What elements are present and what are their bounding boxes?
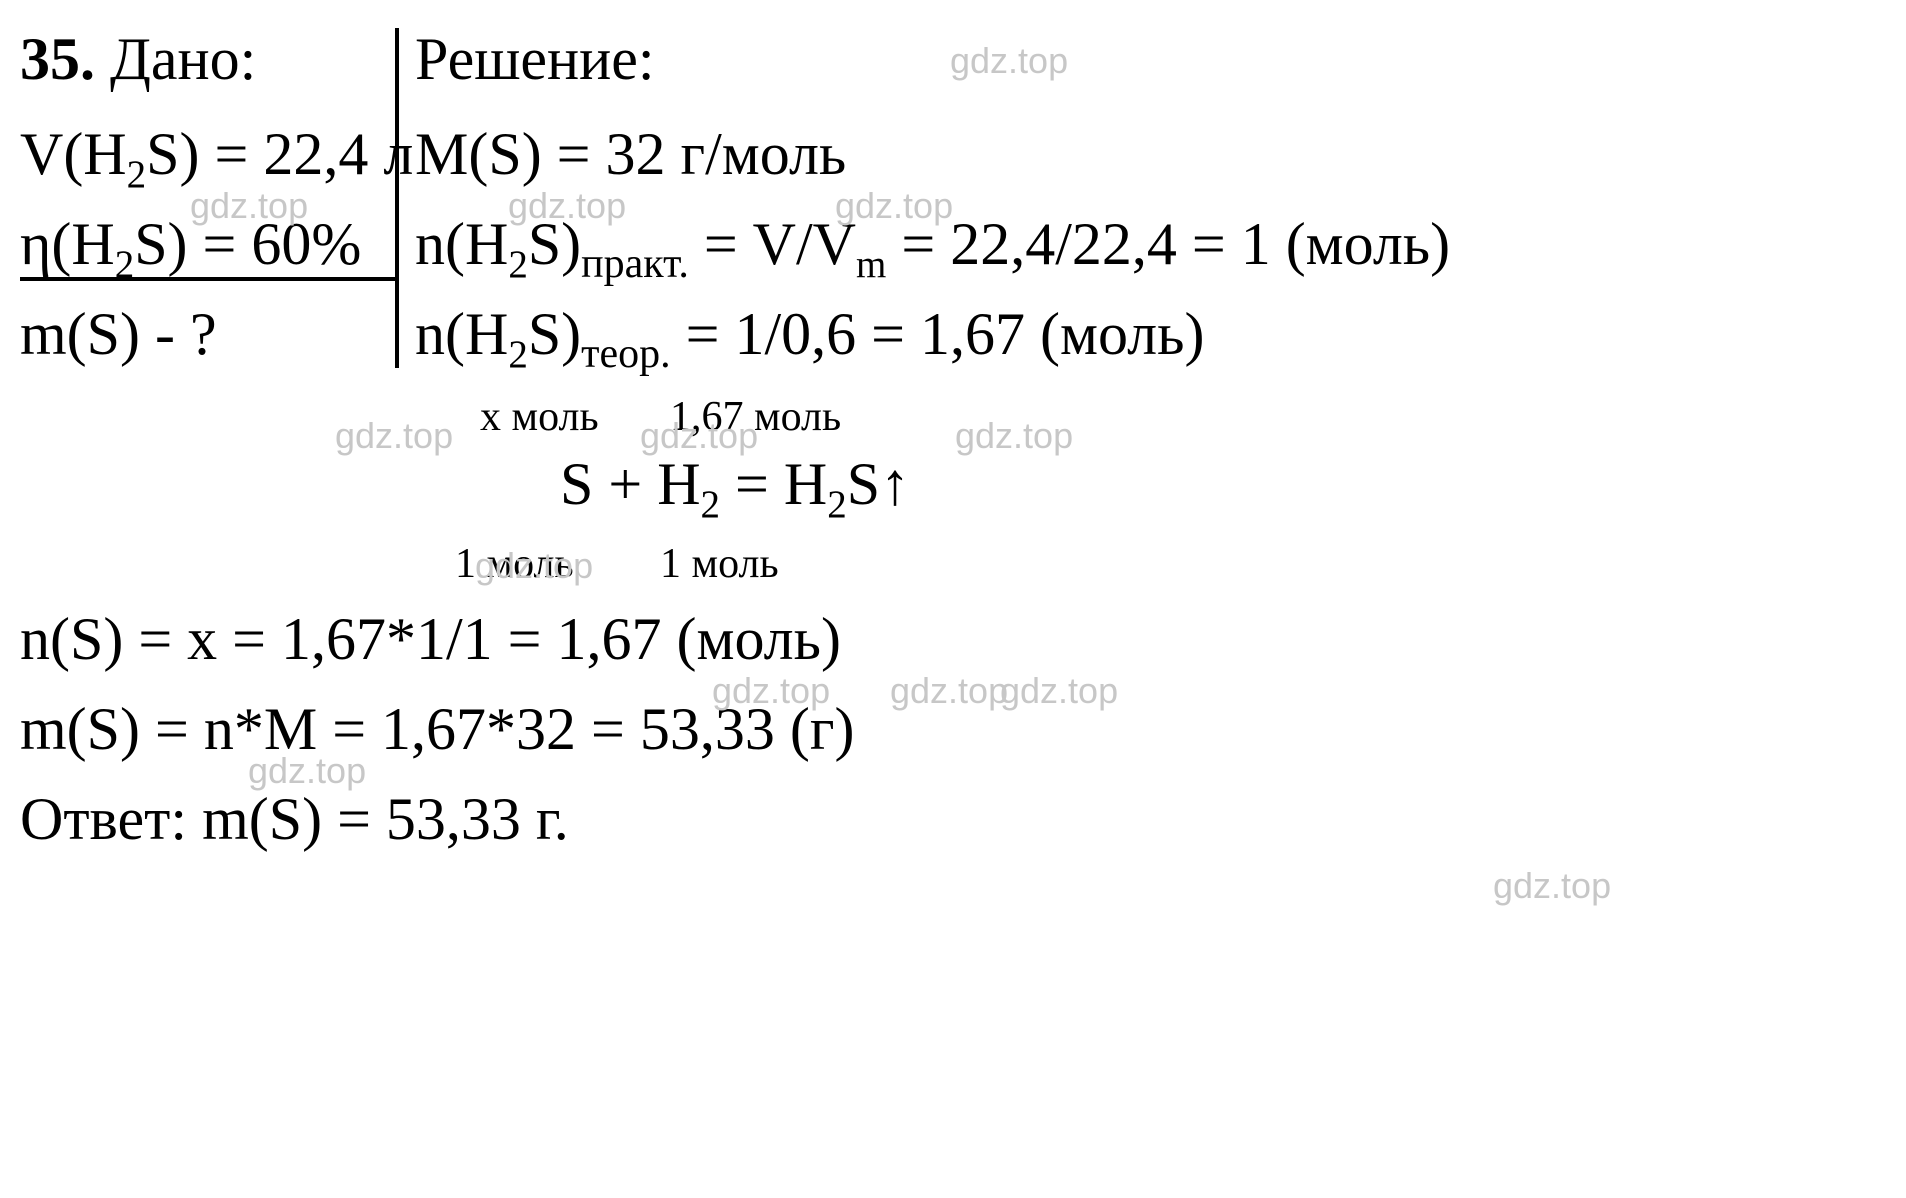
- solution-label: Решение:: [415, 25, 655, 94]
- watermark-text: gdz.top: [248, 750, 366, 792]
- watermark-text: gdz.top: [335, 415, 453, 457]
- stoich-top-left: х моль: [480, 393, 599, 441]
- eqn-sub1: 2: [701, 483, 721, 526]
- given-solution-divider: [395, 28, 399, 368]
- given-find: m(S) - ?: [20, 300, 217, 369]
- given-line1-pre: V(H: [20, 121, 127, 187]
- watermark-text: gdz.top: [712, 670, 830, 712]
- sol-row2-rest: = V/V: [689, 211, 856, 277]
- problem-number: 35.: [20, 26, 95, 92]
- solution-molar-mass: M(S) = 32 г/моль: [415, 120, 846, 189]
- given-label: Дано:: [110, 26, 256, 92]
- sol-row2-pre: n(H: [415, 211, 508, 277]
- watermark-text: gdz.top: [508, 185, 626, 227]
- solution-n-theoretical: n(H2S)теор. = 1/0,6 = 1,67 (моль): [415, 300, 1204, 378]
- given-line-volume: V(H2S) = 22,4 л: [20, 120, 413, 189]
- sol-row3-sub2: теор.: [581, 331, 671, 377]
- sol-row3-pre: n(H: [415, 301, 508, 367]
- sol-row3-rest: = 1/0,6 = 1,67 (моль): [671, 301, 1205, 367]
- eqn-after: S↑: [847, 451, 910, 517]
- watermark-text: gdz.top: [475, 545, 593, 587]
- sol-row2-subm: m: [856, 243, 886, 286]
- answer-value: m(S) = 53,33 г.: [202, 786, 569, 852]
- eqn-left: S + H: [560, 451, 701, 517]
- sol-row2-sub2: практ.: [581, 241, 689, 287]
- eqn-sub2: 2: [827, 483, 847, 526]
- watermark-text: gdz.top: [1493, 865, 1611, 907]
- chemical-equation: S + H2 = H2S↑: [560, 450, 910, 519]
- given-line1-after: S) = 22,4 л: [146, 121, 413, 187]
- eqn-mid: = H: [720, 451, 827, 517]
- problem-number-and-given: 35. Дано:: [20, 25, 256, 94]
- watermark-text: gdz.top: [1000, 670, 1118, 712]
- watermark-text: gdz.top: [955, 415, 1073, 457]
- given-line2-pre: η(H: [20, 211, 115, 277]
- solution-n-s: n(S) = x = 1,67*1/1 = 1,67 (моль): [20, 605, 841, 674]
- watermark-text: gdz.top: [835, 185, 953, 227]
- watermark-text: gdz.top: [640, 415, 758, 457]
- given-line1-sub: 2: [127, 153, 147, 196]
- stoich-bot-right: 1 моль: [660, 540, 779, 588]
- sol-row2-sub1: 2: [508, 243, 528, 286]
- answer-row: Ответ: m(S) = 53,33 г.: [20, 785, 569, 854]
- watermark-text: gdz.top: [190, 185, 308, 227]
- given-line2-sub: 2: [115, 243, 135, 286]
- answer-label: Ответ:: [20, 786, 187, 852]
- sol-row2-tail: = 22,4/22,4 = 1 (моль): [886, 211, 1450, 277]
- sol-row3-mid: S): [528, 301, 581, 367]
- sol-row3-sub1: 2: [508, 333, 528, 376]
- watermark-text: gdz.top: [890, 670, 1008, 712]
- watermark-text: gdz.top: [950, 40, 1068, 82]
